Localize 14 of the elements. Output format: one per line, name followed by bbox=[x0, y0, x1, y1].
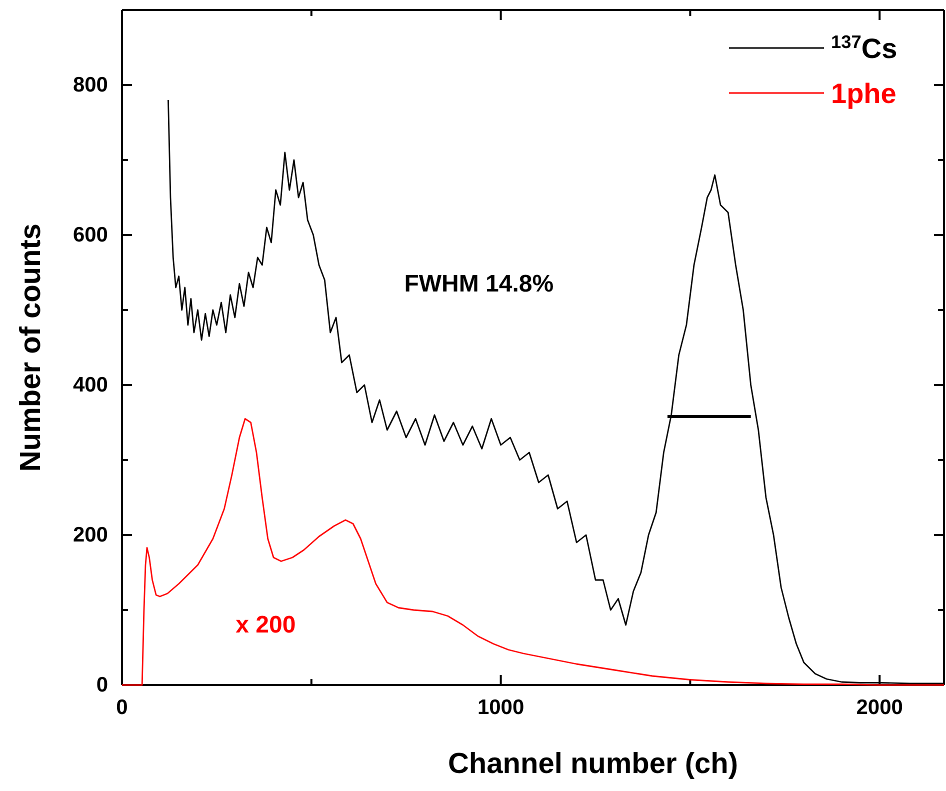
y-tick-label: 600 bbox=[72, 224, 108, 247]
y-axis-title: Number of counts bbox=[15, 223, 47, 472]
x-tick-label: 1000 bbox=[477, 696, 524, 719]
y-tick-label: 800 bbox=[72, 74, 108, 97]
y-tick-label: 400 bbox=[72, 374, 108, 397]
annotation: FWHM 14.8% bbox=[404, 270, 554, 298]
legend-label: $^{137}$Cs bbox=[831, 32, 898, 64]
y-tick-label: 200 bbox=[72, 524, 108, 547]
y-tick-label: 0 bbox=[96, 674, 108, 697]
legend-label: 1phe bbox=[831, 78, 896, 109]
x-axis-title: Channel number (ch) bbox=[448, 748, 738, 780]
x-tick-label: 2000 bbox=[856, 696, 903, 719]
annotation: x 200 bbox=[236, 612, 296, 638]
x-tick-label: 0 bbox=[116, 696, 128, 719]
